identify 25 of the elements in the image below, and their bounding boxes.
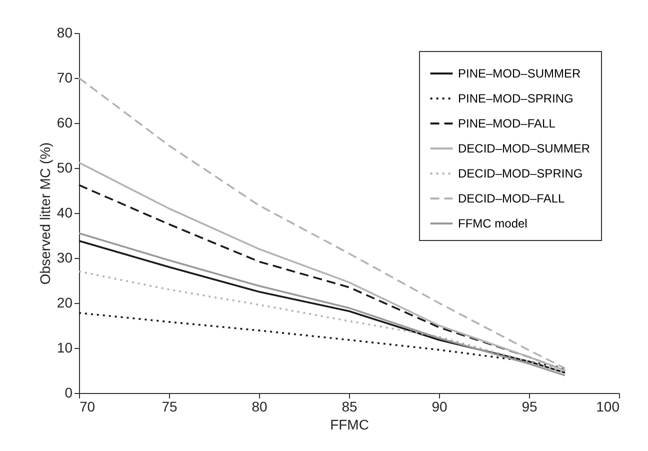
x-tick-label: 90	[432, 398, 448, 414]
x-tick-label: 70	[80, 398, 96, 414]
x-tick-label: 75	[162, 398, 178, 414]
y-tick-label: 50	[56, 160, 73, 176]
y-axis-title: Observed litter MC (%)	[36, 142, 53, 285]
y-tick-label: 40	[56, 204, 73, 220]
y-tick-label: 0	[64, 384, 73, 400]
x-tick-label: 95	[522, 398, 538, 414]
y-tick-label: 60	[56, 114, 73, 130]
legend-label: DECID–MOD–SUMMER	[458, 142, 590, 156]
x-axis-title: FFMC	[330, 416, 369, 432]
legend-label: DECID–MOD–SPRING	[458, 166, 583, 180]
y-tick-label: 70	[56, 70, 73, 86]
y-tick-label: 10	[56, 340, 73, 356]
legend-label: FFMC model	[458, 216, 528, 230]
legend-label: PINE–MOD–SUMMER	[458, 66, 582, 80]
y-tick-label: 30	[56, 250, 73, 266]
y-tick-label: 20	[56, 294, 73, 310]
legend-label: PINE–MOD–SPRING	[458, 92, 574, 106]
legend-label: DECID–MOD–FALL	[458, 192, 566, 206]
x-tick-label: 85	[342, 398, 358, 414]
y-tick-label: 80	[56, 24, 73, 40]
legend-label: PINE–MOD–FALL	[458, 116, 556, 130]
x-tick-label: 80	[252, 398, 268, 414]
x-tick-label: 100	[596, 398, 620, 414]
